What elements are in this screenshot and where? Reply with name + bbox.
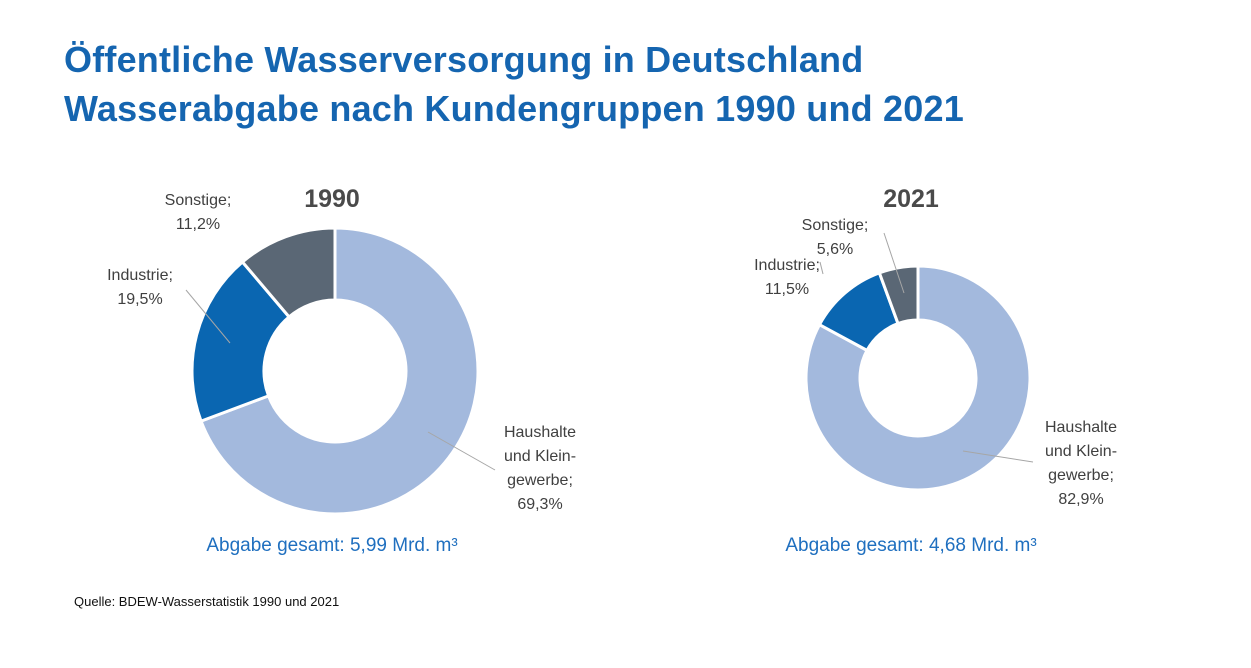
slice-haushalte-1990	[199, 226, 480, 516]
leader-line-haushalte-2021	[962, 450, 1034, 463]
chart-year-1990: 1990	[304, 185, 360, 213]
slice-label-industrie-2021: Industrie; 11,5%	[754, 257, 820, 298]
slice-label-sonstige-1990: Sonstige; 11,2%	[165, 192, 232, 233]
source-note: Quelle: BDEW-Wasserstatistik 1990 und 20…	[74, 594, 340, 609]
chart-year-2021: 2021	[883, 185, 939, 213]
slice-sonstige-1990	[240, 226, 337, 319]
slice-label-haushalte-2021: Haushalte und Klein-gewerbe; 82,9%	[1045, 419, 1117, 508]
total-label-2021: Abgabe gesamt: 4,68 Mrd. m³	[785, 535, 1036, 556]
slice-label-sonstige-2021: Sonstige; 5,6%	[802, 217, 869, 258]
slice-label-haushalte-1990: Haushalte und Klein-gewerbe; 69,3%	[504, 424, 576, 513]
donut-chart-1990: 1990 Haushalte und Klein-gewerbe; 69,3% Indu…	[107, 185, 576, 556]
slice-haushalte-2021	[804, 264, 1032, 492]
slice-industrie-1990	[190, 259, 292, 424]
chart-title-line1: Öffentliche Wasserversorgung in Deutschl…	[64, 39, 864, 80]
slice-label-industrie-1990: Industrie; 19,5%	[107, 267, 173, 308]
leader-line-haushalte-1990	[427, 431, 496, 471]
leader-line-sonstige-2021	[883, 232, 905, 294]
chart-title-line2: Wasserabgabe nach Kundengruppen 1990 und…	[64, 88, 964, 129]
leader-line-industrie-1990	[185, 289, 231, 344]
leader-line-industrie-2021	[819, 261, 824, 275]
donut-chart-2021: 2021 Haushalte und Klein-gewerbe; 82,9% Indu…	[754, 185, 1117, 556]
slice-sonstige-2021	[877, 264, 920, 326]
total-label-1990: Abgabe gesamt: 5,99 Mrd. m³	[206, 535, 457, 556]
